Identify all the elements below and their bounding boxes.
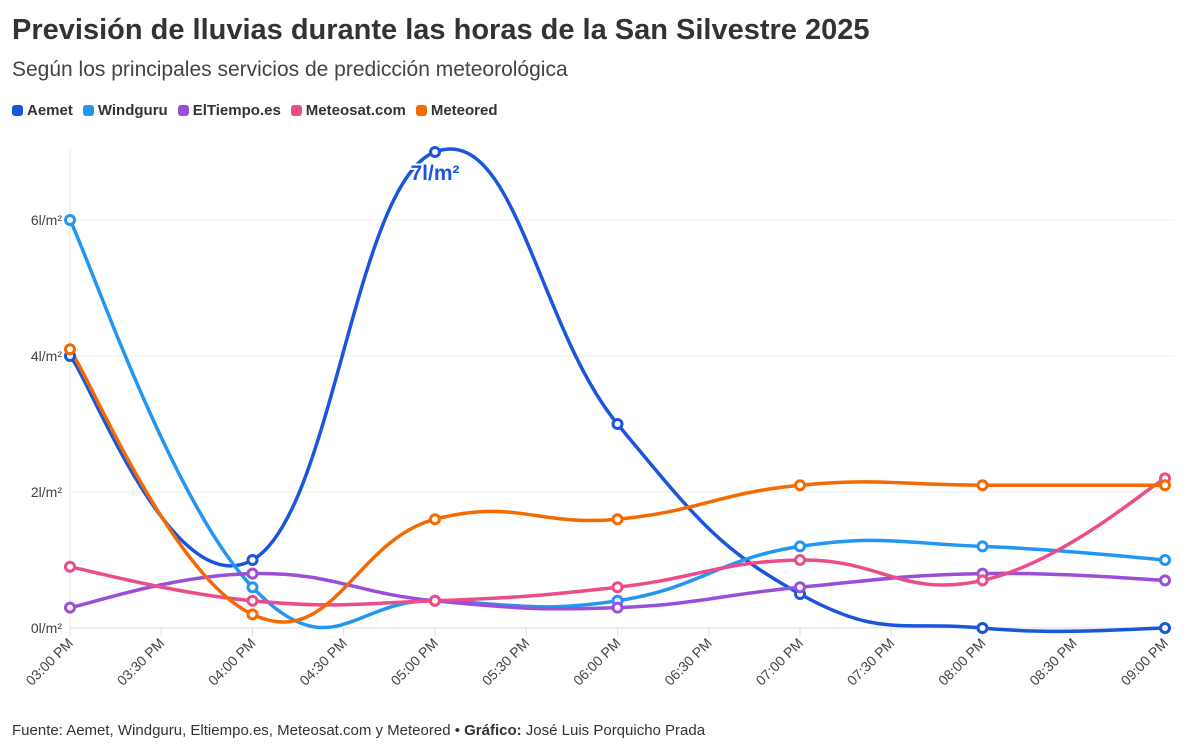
data-point — [1159, 479, 1171, 492]
data-point — [429, 594, 441, 607]
x-tick-label: 07:30 PM — [844, 635, 898, 689]
legend-swatch — [177, 105, 189, 116]
data-point — [246, 567, 259, 580]
data-point — [64, 601, 76, 614]
data-point — [794, 554, 806, 566]
data-point — [246, 608, 259, 621]
data-point — [794, 540, 806, 553]
legend-swatch — [12, 105, 23, 116]
data-point — [246, 554, 259, 566]
legend: Aemet Windguru ElTiempo.es Meteosat.com Mete… — [12, 102, 498, 119]
series-line-aemet — [68, 147, 1167, 634]
x-tick-label: 04:30 PM — [296, 635, 350, 689]
data-point — [611, 581, 624, 594]
x-tick-label: 05:00 PM — [387, 635, 441, 689]
legend-swatch — [82, 105, 94, 116]
data-point — [429, 146, 441, 158]
x-tick-label: 07:00 PM — [752, 635, 806, 689]
legend-label: Meteosat.com — [305, 102, 406, 119]
x-tick-label: 04:00 PM — [205, 635, 259, 689]
legend-label: ElTiempo.es — [192, 102, 281, 119]
data-point — [1159, 574, 1171, 587]
legend-item-meteosatcom[interactable]: Meteosat.com — [290, 102, 406, 119]
data-point — [1159, 622, 1171, 634]
legend-item-windguru[interactable]: Windguru — [82, 102, 168, 119]
credit-text: José Luis Porquicho Prada — [521, 722, 706, 739]
data-point — [976, 479, 989, 492]
x-tick-label: 03:00 PM — [22, 635, 76, 689]
legend-item-meteored[interactable]: Meteored — [415, 102, 498, 119]
y-tick-label: 2l/m² — [31, 484, 62, 500]
legend-item-eltiempoes[interactable]: ElTiempo.es — [177, 102, 281, 119]
legend-item-aemet[interactable]: Aemet — [12, 102, 73, 119]
data-point — [611, 601, 624, 614]
data-point — [794, 581, 806, 594]
data-point — [246, 581, 259, 594]
data-point — [64, 560, 76, 573]
y-tick-label: 0l/m² — [31, 620, 62, 636]
series-line-meteored — [68, 347, 1167, 624]
data-point — [64, 214, 76, 226]
source-text: Fuente: Aemet, Windguru, Eltiempo.es, Me… — [12, 722, 465, 739]
legend-label: Meteored — [430, 102, 498, 119]
data-point — [794, 479, 806, 492]
data-point — [246, 594, 259, 607]
legend-swatch — [415, 105, 427, 116]
data-point — [976, 540, 989, 553]
data-point — [1159, 554, 1171, 566]
chart-subtitle: Según los principales servicios de predi… — [12, 58, 568, 81]
data-point — [611, 513, 624, 526]
y-tick-label: 6l/m² — [31, 212, 62, 228]
credit-label: Gráfico: — [464, 722, 522, 739]
x-tick-label: 03:30 PM — [114, 635, 168, 689]
legend-label: Aemet — [27, 102, 73, 119]
data-point — [611, 418, 624, 430]
x-tick-label: 05:30 PM — [479, 635, 533, 689]
x-tick-label: 08:00 PM — [935, 635, 989, 689]
legend-label: Windguru — [97, 102, 168, 119]
x-tick-label: 08:30 PM — [1026, 635, 1080, 689]
data-point — [976, 574, 989, 587]
data-label: 7l/m² — [410, 162, 459, 185]
data-point — [976, 622, 989, 634]
x-tick-label: 09:00 PM — [1117, 635, 1171, 689]
legend-swatch — [290, 105, 302, 116]
data-point — [64, 343, 76, 356]
y-tick-label: 4l/m² — [31, 348, 62, 364]
x-tick-label: 06:30 PM — [661, 635, 715, 689]
data-point — [429, 513, 441, 526]
footer: Fuente: Aemet, Windguru, Eltiempo.es, Me… — [12, 722, 705, 739]
x-tick-label: 06:00 PM — [570, 635, 624, 689]
series-line-windguru — [68, 218, 1167, 630]
chart-title: Previsión de lluvias durante las horas d… — [12, 14, 870, 46]
